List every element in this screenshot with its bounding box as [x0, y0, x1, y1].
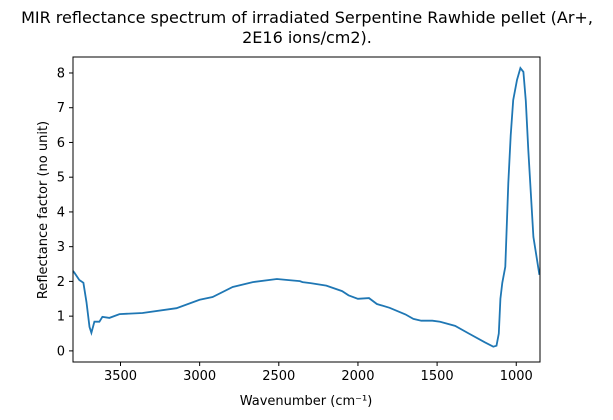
x-tick-label: 1500: [421, 369, 454, 384]
plot-frame: [72, 56, 541, 363]
chart-title-line2: 2E16 ions/cm2).: [242, 28, 372, 47]
y-tick-label: 4: [57, 205, 65, 220]
y-axis-label: Reflectance factor (no unit): [36, 121, 51, 299]
y-tick-label: 2: [57, 275, 65, 290]
y-tick-label: 1: [57, 310, 65, 325]
y-tick-label: 3: [57, 240, 65, 255]
x-tick-label: 2000: [341, 369, 374, 384]
y-tick-label: 6: [57, 136, 65, 151]
chart-title-line1: MIR reflectance spectrum of irradiated S…: [21, 8, 593, 27]
series-line: [72, 66, 541, 348]
y-tick-label: 5: [57, 171, 65, 186]
x-axis-label: Wavenumber (cm⁻¹): [240, 394, 373, 409]
x-tick-label: 3500: [104, 369, 137, 384]
x-tick-label: 2500: [262, 369, 295, 384]
y-tick-label: 0: [57, 344, 65, 359]
y-tick-label: 7: [57, 101, 65, 116]
x-tick-label: 3000: [183, 369, 216, 384]
x-tick-label: 1000: [500, 369, 533, 384]
y-tick-label: 8: [57, 66, 65, 81]
